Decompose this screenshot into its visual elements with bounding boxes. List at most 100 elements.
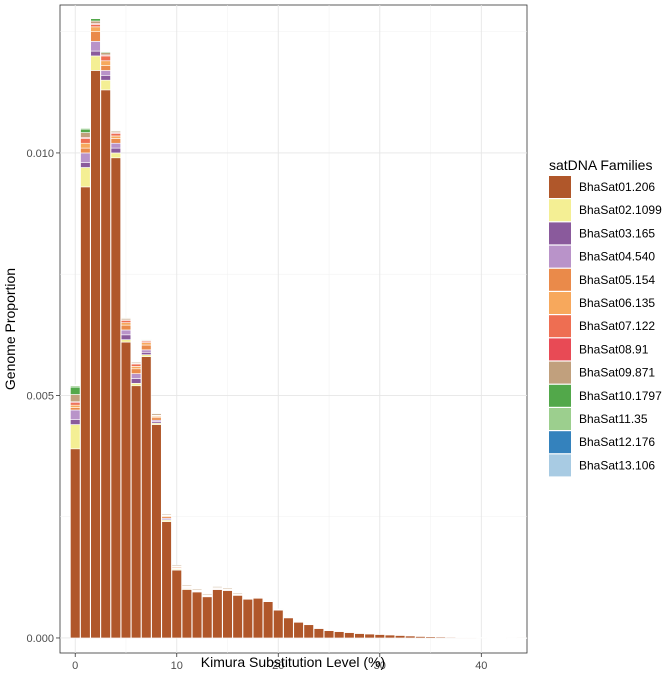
bar-segment-bhasat01-206 — [181, 589, 193, 639]
bar-segment-bhasat01-206 — [435, 636, 446, 639]
bar-segment-bhasat01-206 — [90, 70, 101, 639]
bar-segment-bhasat05-154 — [141, 344, 152, 351]
bar-segment-bhasat06-135 — [141, 342, 152, 346]
legend-label: BhaSat02.1099 — [579, 203, 662, 217]
bar-segment-bhasat01-206 — [313, 627, 325, 639]
bar-segment-bhasat01-206 — [202, 596, 213, 639]
bar-segment-bhasat01-206 — [100, 89, 111, 639]
bar-segment-bhasat05-154 — [120, 324, 132, 331]
bar-segment-bhasat01-206 — [303, 624, 314, 639]
bar-segment-bhasat05-154 — [80, 147, 91, 154]
bar-segment-bhasat09-871 — [202, 593, 213, 596]
legend-swatch — [549, 176, 571, 198]
bar-segment-bhasat01-206 — [242, 598, 253, 639]
bar-segment-bhasat01-206 — [273, 609, 284, 639]
y-tick-label: 0.010 — [26, 148, 54, 160]
bar-segment-bhasat03-165 — [120, 334, 132, 340]
bar-segment-bhasat07-122 — [70, 402, 81, 406]
bar-segment-bhasat01-206 — [80, 186, 91, 639]
bar-segment-bhasat05-154 — [70, 407, 81, 411]
bar-segment-bhasat04-540 — [100, 70, 111, 76]
legend-label: BhaSat09.871 — [579, 366, 655, 380]
y-tick-label: 0.000 — [26, 633, 54, 645]
bar-segment-bhasat04-540 — [70, 409, 81, 421]
legend-label: BhaSat13.106 — [579, 458, 655, 472]
bar-segment-bhasat03-165 — [90, 50, 101, 57]
bars — [70, 17, 528, 639]
bar-segment-bhasat02-1099 — [90, 55, 101, 71]
bar-segment-bhasat09-871 — [171, 564, 182, 567]
legend-title: satDNA Families — [549, 157, 652, 173]
bar-segment-bhasat09-871 — [80, 132, 91, 138]
bar-segment-bhasat01-206 — [191, 591, 203, 639]
legend-swatch — [549, 268, 571, 291]
legend-swatch — [549, 245, 571, 268]
x-tick-label: 10 — [171, 660, 183, 672]
bar-segment-bhasat01-206 — [293, 621, 304, 639]
bar-segment-bhasat04-540 — [131, 373, 142, 379]
bar-segment-bhasat01-206 — [323, 630, 335, 639]
bar-segment-bhasat01-206 — [364, 633, 375, 639]
bar-segment-bhasat05-154 — [131, 368, 142, 374]
bar-segment-bhasat06-135 — [100, 60, 111, 66]
bar-segment-bhasat09-871 — [313, 627, 325, 629]
bar-segment-bhasat09-871 — [273, 608, 284, 610]
legend-swatch — [549, 222, 571, 245]
legend-swatch — [549, 431, 571, 454]
bar-segment-bhasat03-165 — [131, 378, 142, 384]
bar-segment-bhasat01-206 — [151, 424, 162, 639]
bar-segment-bhasat03-165 — [110, 147, 121, 154]
legend-label: BhaSat08.91 — [579, 342, 649, 356]
bar-segment-bhasat09-871 — [100, 52, 111, 56]
bar-segment-bhasat05-154 — [90, 31, 101, 42]
x-tick-label: 20 — [272, 660, 284, 672]
bar-segment-bhasat01-206 — [455, 637, 467, 639]
bar-segment-bhasat01-206 — [405, 635, 416, 639]
bar-segment-bhasat01-206 — [415, 636, 426, 639]
bar-segment-bhasat06-135 — [70, 404, 81, 408]
bar-segment-bhasat09-871 — [293, 621, 304, 623]
bar-segment-bhasat09-871 — [161, 513, 172, 516]
bar-segment-bhasat01-206 — [384, 634, 396, 639]
bar-segment-bhasat05-154 — [151, 417, 162, 421]
bar-segment-bhasat13-106 — [90, 17, 101, 19]
bar-segment-bhasat02-1099 — [110, 152, 121, 159]
bar-segment-bhasat09-871 — [232, 592, 243, 595]
bar-segment-bhasat04-540 — [90, 41, 101, 52]
bar-segment-bhasat10-1797 — [131, 361, 142, 363]
bar-segment-bhasat06-135 — [120, 322, 132, 326]
bar-segment-bhasat11-35 — [110, 130, 121, 132]
bar-segment-bhasat07-122 — [110, 133, 121, 137]
y-axis-title: Genome Proportion — [2, 268, 18, 390]
legend-swatch — [549, 199, 571, 222]
legend-swatch — [549, 338, 571, 361]
bar-segment-bhasat03-165 — [70, 419, 81, 425]
bar-segment-bhasat10-1797 — [141, 339, 152, 341]
bar-segment-bhasat09-871 — [151, 413, 162, 416]
bar-segment-bhasat01-206 — [252, 597, 264, 639]
bar-segment-bhasat01-206 — [262, 601, 274, 639]
bar-segment-bhasat04-540 — [110, 142, 121, 149]
bar-segment-bhasat01-206 — [110, 157, 121, 639]
bar-segment-bhasat02-1099 — [80, 167, 91, 188]
bar-segment-bhasat13-106 — [80, 126, 91, 129]
bar-segment-bhasat01-206 — [212, 589, 223, 639]
bar-segment-bhasat01-206 — [283, 617, 294, 639]
bar-segment-bhasat01-206 — [374, 634, 385, 639]
bar-segment-bhasat02-1099 — [120, 339, 132, 343]
bar-segment-bhasat06-135 — [131, 366, 142, 370]
bar-segment-bhasat01-206 — [232, 594, 243, 639]
bar-segment-bhasat01-206 — [486, 637, 497, 639]
axes: 0 10 20 30 40 0.000 0.005 0.010 — [26, 148, 487, 672]
bar-segment-bhasat01-206 — [120, 341, 132, 639]
bar-segment-bhasat01-206 — [466, 637, 477, 639]
bar-segment-bhasat09-871 — [70, 394, 81, 403]
legend-swatch — [549, 454, 571, 477]
bar-segment-bhasat01-206 — [141, 356, 152, 639]
bar-segment-bhasat06-135 — [90, 26, 101, 32]
legend-label: BhaSat03.165 — [579, 226, 655, 240]
x-tick-label: 30 — [374, 660, 386, 672]
bar-segment-bhasat09-871 — [181, 585, 193, 587]
legend: satDNA Families BhaSat01.206 BhaSat02.109… — [549, 157, 662, 477]
